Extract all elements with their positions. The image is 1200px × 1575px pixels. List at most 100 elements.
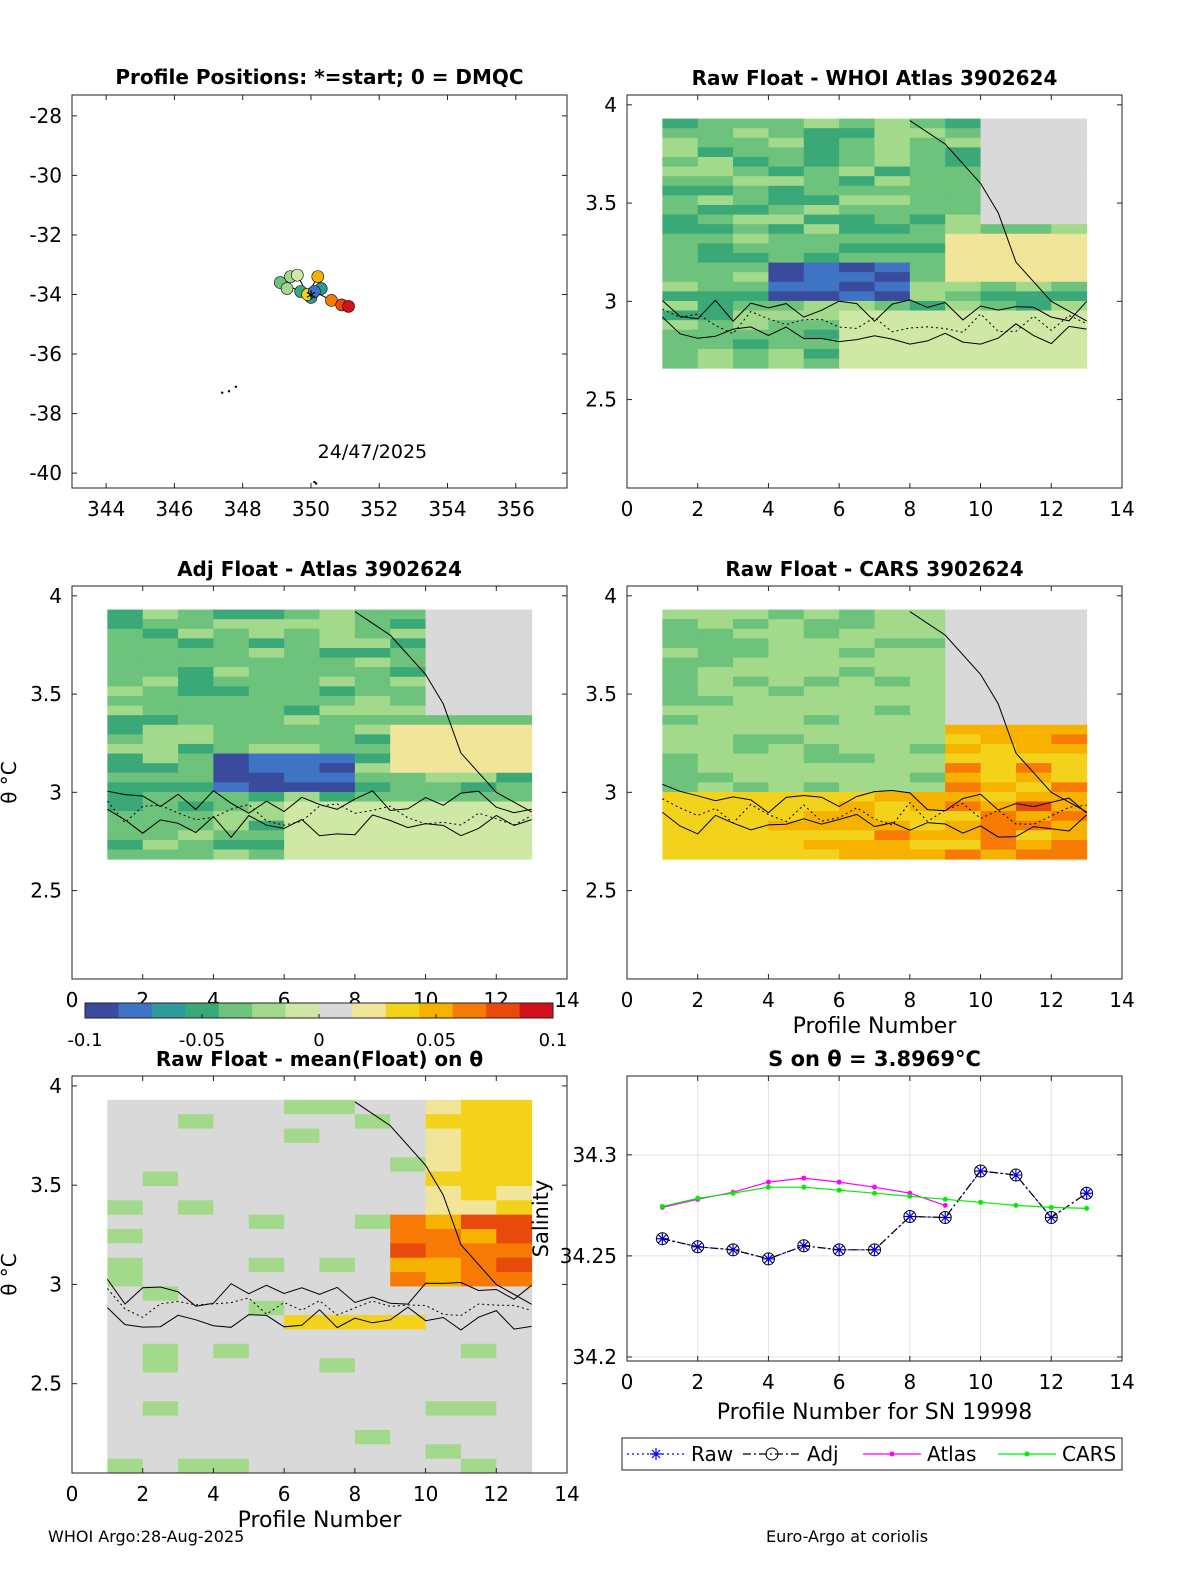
raw-whoi-cell [874, 233, 911, 244]
raw-mean-cell [425, 1343, 462, 1359]
adj-atlas-cell [178, 791, 214, 803]
raw-mean-cell [142, 1343, 179, 1359]
raw-mean-ytick-label: 3.5 [30, 1173, 62, 1197]
raw-cars-cell [697, 724, 734, 735]
raw-mean-cell [354, 1228, 391, 1244]
raw-whoi-cell [909, 272, 946, 283]
raw-mean-cell [213, 1114, 250, 1130]
adj-atlas-cell [319, 782, 356, 793]
raw-whoi-cell [1015, 137, 1052, 148]
raw-whoi-cell [874, 291, 911, 302]
raw-cars-xtick-label: 14 [1109, 988, 1134, 1012]
raw-cars-cell [945, 647, 982, 659]
raw-whoi-cell [733, 156, 769, 168]
raw-cars-cell [980, 676, 1017, 687]
raw-cars-cell [1015, 628, 1052, 639]
raw-whoi-cell [662, 348, 699, 360]
raw-cars-cell [874, 801, 911, 812]
raw-mean-cell [354, 1272, 391, 1287]
adj-atlas-xtick-label: 0 [66, 988, 79, 1012]
raw-cars-cell [909, 676, 946, 687]
raw-whoi-cell [980, 310, 1017, 321]
raw-whoi-xtick-label: 14 [1109, 497, 1134, 521]
raw-whoi-cell [1051, 224, 1088, 235]
raw-cars-cell [909, 811, 946, 822]
point-adj [903, 1209, 917, 1223]
point-adj [832, 1243, 846, 1257]
raw-cars-cell [697, 811, 734, 822]
positions-ytick-label: -36 [29, 342, 62, 366]
raw-whoi-cell [874, 262, 911, 273]
raw-whoi-cell [803, 195, 840, 206]
raw-mean-cell [248, 1458, 285, 1474]
raw-mean-cell [284, 1243, 320, 1259]
adj-atlas-cell [213, 753, 250, 764]
raw-cars-cell [733, 657, 769, 668]
raw-whoi-cell [874, 176, 911, 187]
raw-whoi-cell [768, 233, 805, 244]
raw-cars-cell [1051, 782, 1088, 793]
raw-whoi-contour [662, 308, 1087, 335]
raw-cars-cell [768, 743, 805, 755]
raw-cars-cell [768, 676, 805, 687]
profile-position-marker [311, 270, 325, 283]
raw-mean-cell [354, 1257, 391, 1273]
raw-mean-cell [178, 1157, 214, 1173]
raw-mean-cell [142, 1272, 179, 1287]
raw-whoi-xtick-label: 4 [762, 497, 775, 521]
adj-atlas-cell [319, 695, 356, 707]
raw-mean-cell [284, 1228, 320, 1244]
raw-whoi-cell [733, 243, 769, 254]
raw-cars-cell [803, 628, 840, 639]
adj-atlas-cell [390, 667, 427, 678]
raw-mean-cell [425, 1444, 462, 1460]
positions-ytick-label: -32 [29, 223, 62, 247]
raw-mean-cell [142, 1228, 179, 1244]
raw-cars-cell [803, 849, 840, 860]
raw-cars-cell [874, 619, 911, 630]
adj-atlas-contour [107, 808, 532, 839]
adj-atlas-cell [142, 849, 179, 860]
adj-atlas-cell [460, 705, 497, 716]
raw-mean-cell [178, 1272, 214, 1287]
raw-mean-cell [178, 1415, 214, 1431]
raw-whoi-cell [1051, 204, 1088, 216]
raw-whoi-cell [980, 214, 1017, 225]
colorbar-segment [118, 1003, 153, 1018]
adj-atlas-cell [390, 763, 427, 774]
raw-mean-cell [425, 1415, 462, 1431]
adj-atlas-cell [460, 609, 497, 620]
raw-mean-cell [213, 1386, 250, 1402]
raw-cars-cell [662, 801, 699, 812]
adj-atlas-cell [178, 715, 214, 726]
raw-mean-cell [319, 1214, 356, 1230]
raw-cars-cell [1015, 638, 1052, 649]
raw-mean-cell [460, 1142, 497, 1158]
raw-whoi-cell [1051, 176, 1088, 187]
adj-atlas-ytick-label: 4 [49, 584, 62, 608]
adj-atlas-cell [496, 811, 533, 822]
raw-cars-cell [980, 830, 1017, 841]
raw-whoi-ytick-label: 3 [604, 289, 617, 313]
positions-title: Profile Positions: *=start; 0 = DMQC [115, 65, 523, 89]
raw-cars-cell [697, 820, 734, 831]
adj-atlas-cell [213, 743, 250, 755]
raw-whoi-cell [662, 137, 699, 148]
adj-atlas-cell [496, 830, 533, 841]
raw-mean-cell [213, 1372, 250, 1388]
raw-whoi-cell [768, 339, 805, 350]
raw-whoi-cell [1051, 195, 1088, 206]
adj-atlas-cell [213, 839, 250, 851]
positions-xtick-label: 348 [224, 497, 262, 521]
adj-atlas-cell [354, 743, 391, 755]
raw-mean-cell [213, 1228, 250, 1244]
raw-mean-cell [178, 1358, 214, 1374]
raw-whoi-cell [1015, 147, 1052, 158]
raw-cars-cell [909, 830, 946, 841]
raw-mean-cell [496, 1272, 533, 1287]
raw-whoi-cell [945, 147, 982, 158]
raw-whoi-cell [733, 224, 769, 235]
raw-whoi-cell [697, 224, 734, 235]
adj-atlas-cell [213, 811, 250, 822]
raw-mean-xlabel: Profile Number [238, 1508, 403, 1533]
